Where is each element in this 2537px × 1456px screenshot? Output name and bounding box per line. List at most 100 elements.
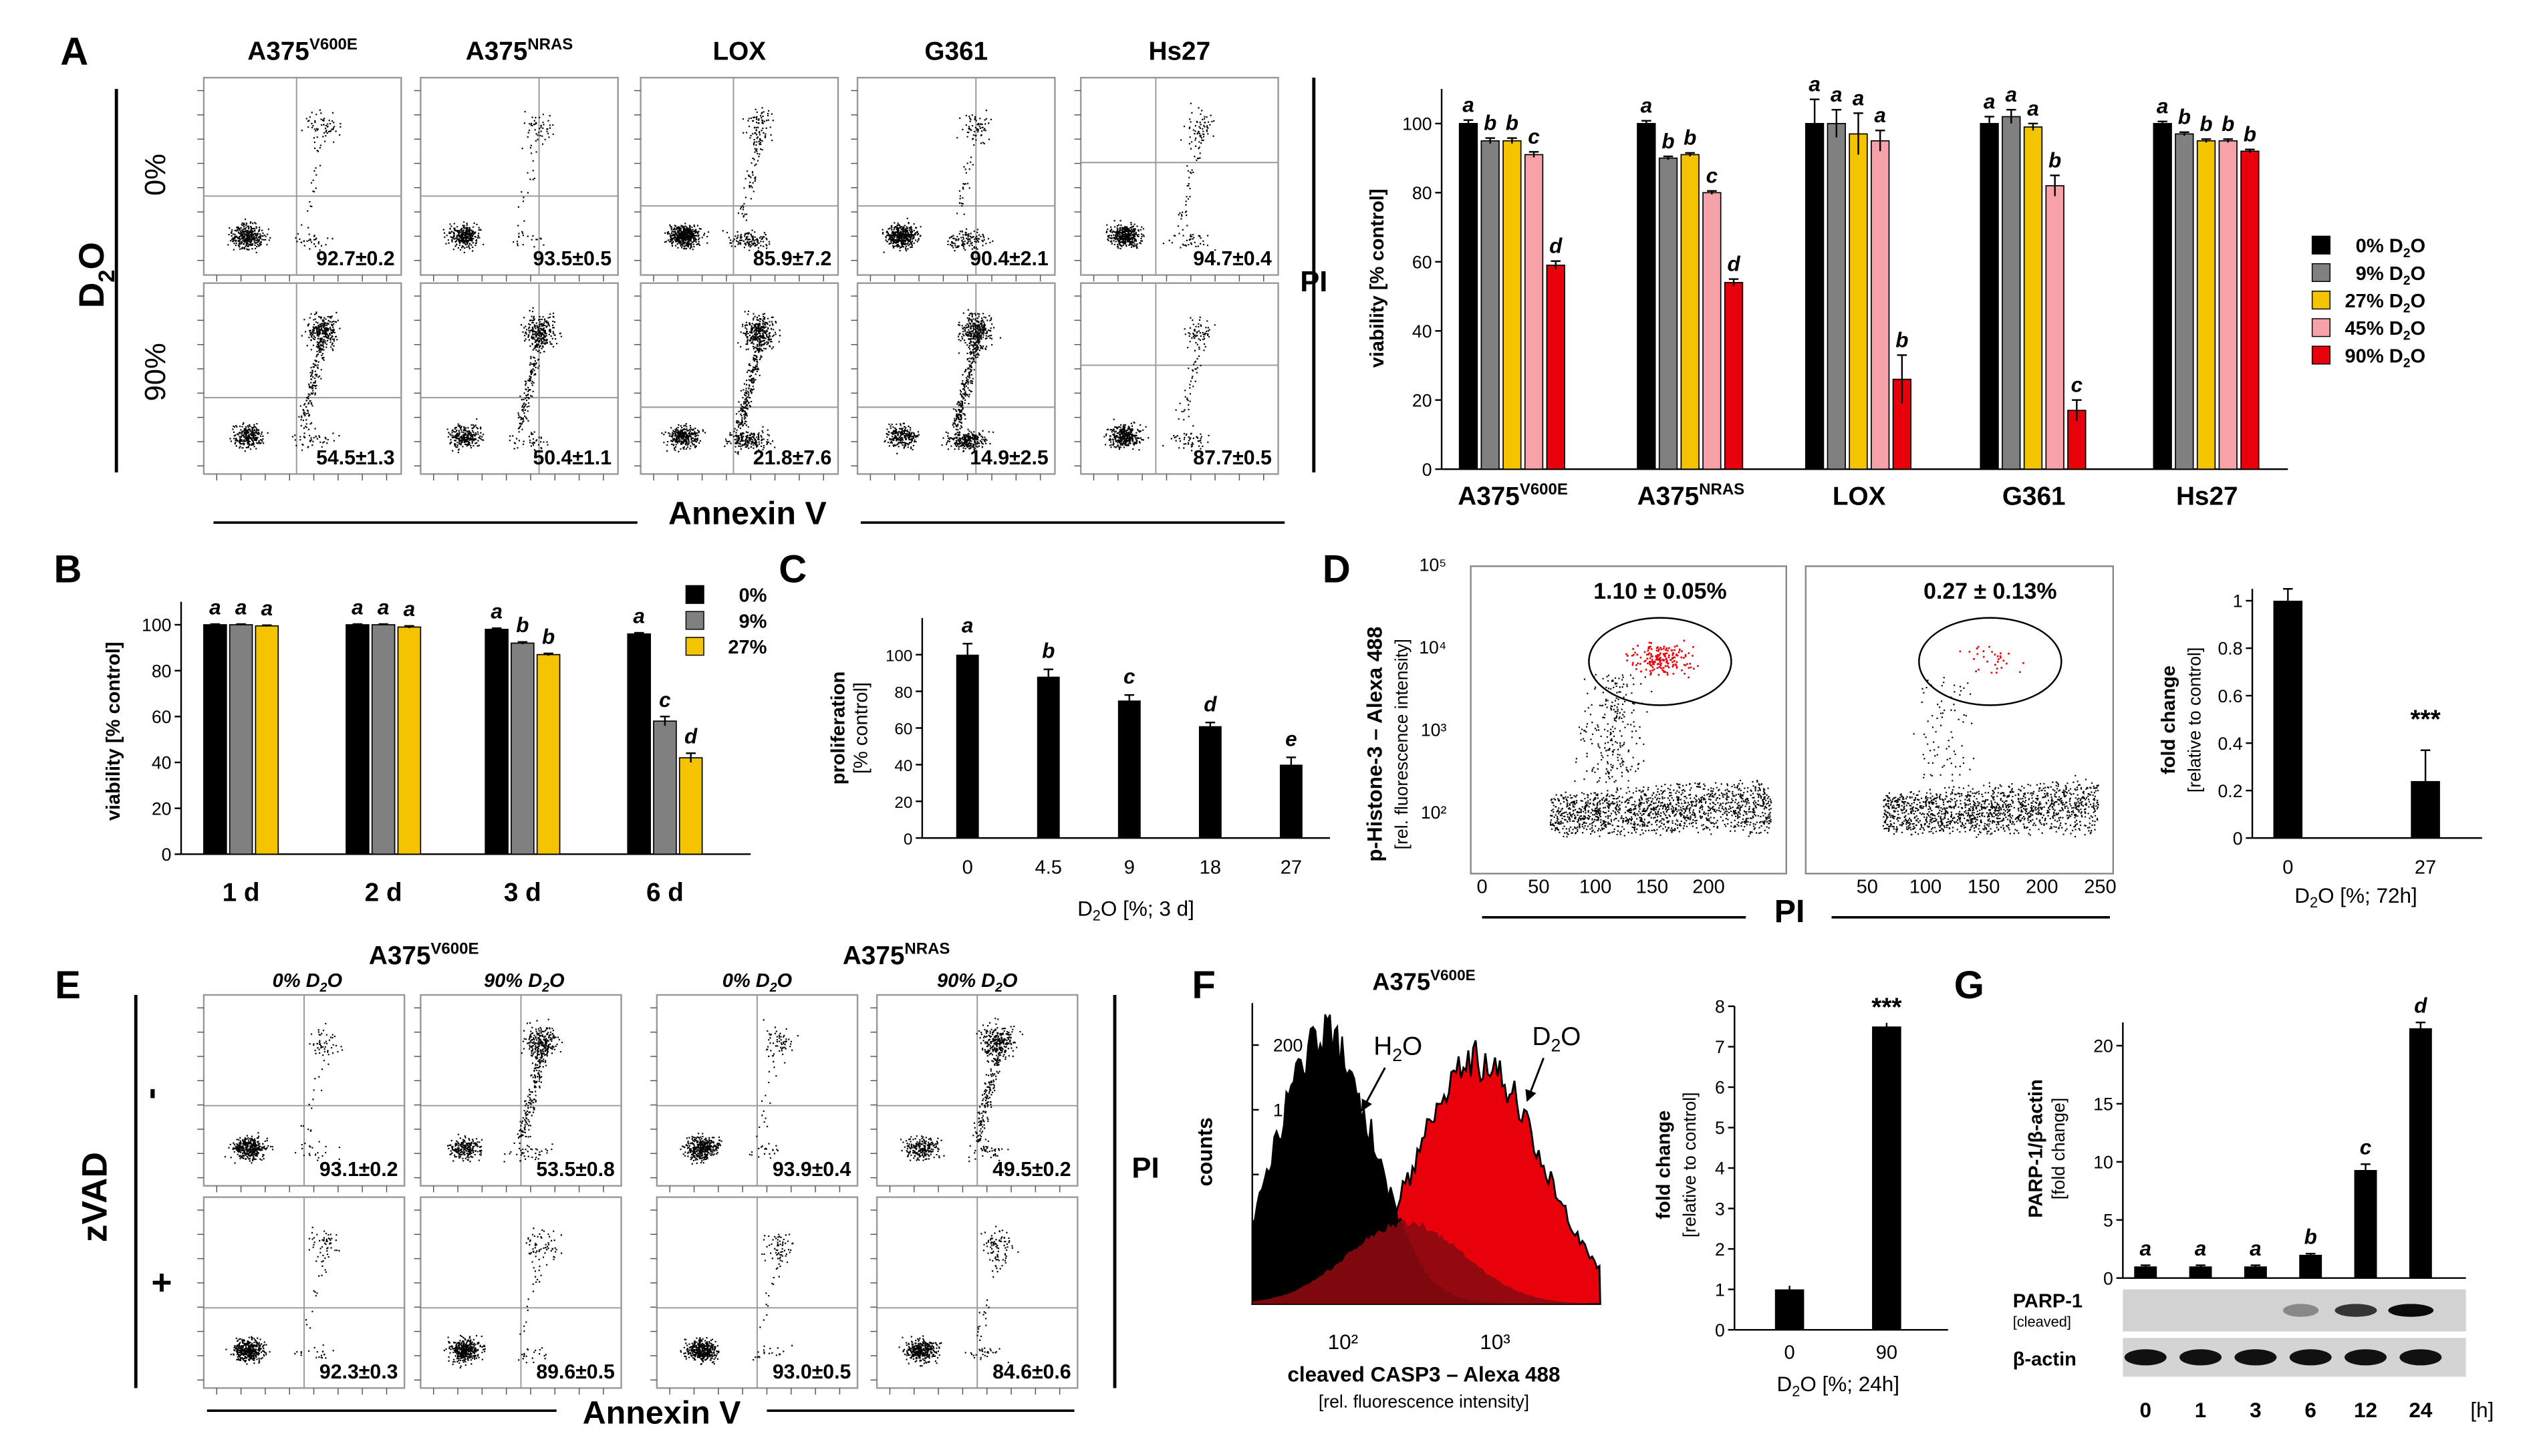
gated-dots [1959, 645, 2024, 674]
bar [1502, 140, 1522, 470]
y-tick-label: 20 [152, 798, 172, 819]
x-tick-label: LOX [1833, 482, 1886, 511]
flow-plot-e-top: 93.9±0.4 [650, 994, 859, 1193]
panel-letter-F: F [1192, 964, 1216, 1007]
row-title: D2O [72, 242, 120, 308]
x-tick-label: 0 [2282, 857, 2293, 878]
x-tick-label: 3 [2250, 1399, 2262, 1422]
significance-letter: a [1853, 86, 1865, 110]
y-axis-title: PI [1131, 1153, 1159, 1185]
x-axis-title: D2O [%; 72h] [2294, 884, 2417, 911]
quadrant-value: 54.5±1.3 [316, 447, 395, 469]
significance-letter: a [261, 597, 273, 620]
y-tick-label: 15 [2093, 1095, 2113, 1115]
bar [536, 653, 561, 855]
quadrant-value: 89.6±0.5 [536, 1361, 615, 1383]
quadrant-value: 94.7±0.4 [1193, 248, 1272, 270]
significance-letter: a [1984, 90, 1996, 113]
blot-band [2345, 1349, 2387, 1366]
y-tick-label: 60 [152, 707, 172, 727]
significance-letter: a [2006, 83, 2018, 106]
flow-plot-a-top: 85.9±7.2 [634, 77, 839, 282]
bar [485, 629, 509, 855]
bar [255, 625, 279, 855]
y-tick-label: 40 [152, 753, 172, 773]
bar [346, 624, 370, 855]
flow-plot-a-bottom: 21.8±7.6 [634, 282, 839, 481]
legend-swatch [2311, 291, 2330, 310]
flow-plot-a-top: 93.5±0.5 [414, 77, 619, 282]
quadrant-value: 90.4±2.1 [970, 248, 1049, 270]
panel-letter-B: B [54, 548, 82, 591]
quadrant-value: 93.9±0.4 [773, 1159, 851, 1181]
significance-letter: a [633, 604, 645, 627]
event-dots [680, 1019, 799, 1165]
bar [653, 720, 677, 855]
significance-letter: b [1684, 126, 1696, 150]
y-axis-title: PARP-1/β-actin [2025, 1079, 2046, 1218]
flow-frame [420, 282, 619, 475]
quadrant-value: 53.5±0.8 [536, 1159, 615, 1181]
significance-star: *** [1871, 993, 1902, 1022]
x-tick-label: G361 [2002, 482, 2066, 511]
gate-label: 1.10 ± 0.05% [1593, 579, 1726, 604]
scatter-frame [1470, 565, 1787, 875]
y-axis-title: viability [% control] [103, 641, 124, 821]
y-axis-title: fold change [1653, 1111, 1674, 1219]
significance-letter: b [542, 625, 555, 648]
group-title: A375NRAS [843, 939, 950, 970]
y-tick-label: 60 [894, 720, 912, 738]
y-tick-label: 0 [904, 831, 912, 849]
bar [1680, 154, 1700, 470]
y-tick-label: 200 [1273, 1036, 1303, 1056]
significance-letter: a [378, 595, 390, 619]
y-tick-label: 0 [1422, 460, 1432, 480]
significance-letter: b [2222, 112, 2234, 136]
significance-letter: a [1462, 94, 1474, 117]
bar [2153, 123, 2172, 470]
quadrant-value: 93.5±0.5 [533, 248, 612, 270]
bar [2354, 1169, 2377, 1278]
blot-label: PARP-1 [2013, 1290, 2083, 1312]
panel-letter-E: E [55, 964, 81, 1007]
bar [397, 626, 422, 855]
y-axis-title: counts [1193, 1117, 1216, 1186]
group-title: A375V600E [369, 939, 479, 970]
y-axis-subtitle: [relative to control] [1680, 1092, 1700, 1237]
condition-label: 90% D2O [484, 970, 565, 995]
bar [1279, 764, 1303, 839]
x-unit-label: [h] [2470, 1399, 2494, 1422]
panel-f-bar-chart: 0 1 2 3 4 5 6 7 8 0 90 *** fold change [relative to c… [1653, 993, 1948, 1399]
legend-swatch [2311, 263, 2330, 282]
panel-g-bar-chart: 0 5 10 15 20 a 0 a 1 a 3 b 6 c 12 d 24 PARP-1/β-actin [fol… [2013, 994, 2494, 1422]
significance-letter: d [1727, 253, 1740, 276]
x-tick-label: 6 d [646, 879, 684, 907]
y-tick-label: 10 [2093, 1152, 2113, 1172]
legend-label: 0% D2O [2356, 236, 2425, 261]
arrow [1361, 1067, 1386, 1112]
event-dots [227, 109, 342, 253]
bar [1637, 123, 1656, 470]
flow-plot-e-top: 49.5±0.2 [870, 994, 1079, 1193]
flow-frame [640, 282, 839, 475]
quadrant-value: 49.5±0.2 [992, 1159, 1071, 1181]
quadrant-value: 93.1±0.2 [319, 1159, 398, 1181]
panel-letter-D: D [1323, 548, 1351, 591]
y-tick-label: 20 [894, 794, 912, 812]
significance-star: *** [2410, 706, 2441, 734]
legend-label: 0% [739, 585, 767, 607]
series-label-d2o: D2O [1532, 1022, 1581, 1056]
y-axis-title: fold change [2158, 666, 2179, 774]
y-tick-label: 40 [894, 757, 912, 775]
flow-plot-a-bottom: 87.7±0.5 [1074, 282, 1279, 481]
x-tick-label: 50 [1857, 876, 1878, 897]
flow-plot-e-bottom: 89.6±0.5 [414, 1196, 622, 1395]
significance-letter: c [1706, 164, 1718, 188]
bar [627, 633, 651, 855]
significance-letter: d [684, 725, 698, 748]
quadrant-value: 92.7±0.2 [316, 248, 395, 270]
y-tick-label: 40 [1412, 321, 1432, 341]
flow-plot-a-bottom: 54.5±1.3 [197, 282, 402, 481]
condition-label: 90% D2O [937, 970, 1018, 995]
y-tick-label: 0 [2233, 829, 2243, 849]
